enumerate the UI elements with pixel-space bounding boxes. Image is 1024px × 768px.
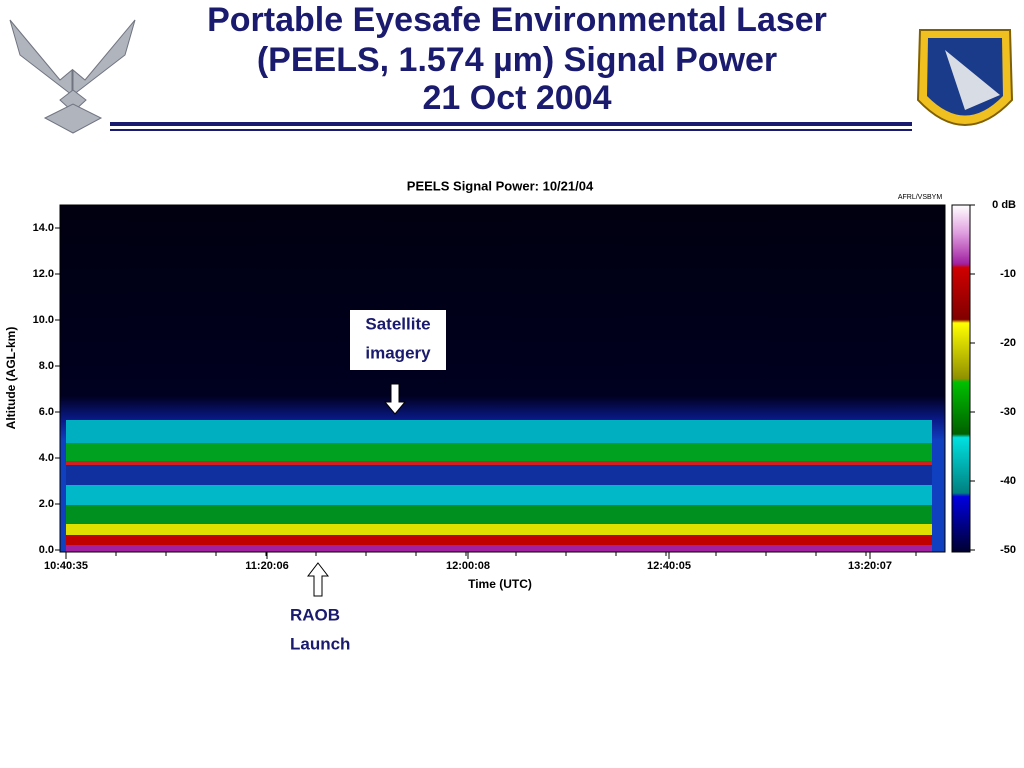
colorbar-tick-label: -40 [1000, 475, 1016, 487]
title-line: 21 Oct 2004 [422, 79, 611, 117]
rule [110, 122, 912, 126]
y-tick-label: 0.0 [39, 544, 54, 556]
colorbar-tick-label: -50 [1000, 544, 1016, 556]
arrow [306, 562, 330, 597]
rule [110, 129, 912, 131]
y-tick-label: 8.0 [39, 360, 54, 372]
title-line: (PEELS, 1.574 µm) Signal Power [257, 41, 777, 79]
title-line: Portable Eyesafe Environmental Laser [207, 1, 827, 39]
plot-frame [59, 204, 946, 553]
y-tick-label: 10.0 [33, 314, 54, 326]
x-tick-label: 13:20:07 [848, 560, 892, 572]
y-tick-label: 4.0 [39, 452, 54, 464]
annotation: RAOB [290, 605, 340, 624]
plot-title: PEELS Signal Power: 10/21/04 [407, 178, 594, 193]
y-tick-label: 14.0 [33, 222, 54, 234]
arrow [383, 383, 407, 415]
plot-credit: AFRL/VSBYM [898, 194, 943, 201]
y-tick-label: 6.0 [39, 406, 54, 418]
x-tick-label: 12:40:05 [647, 560, 691, 572]
heatmap [60, 205, 945, 552]
colorbar-tick-label: -10 [1000, 268, 1016, 280]
y-label: Altitude (AGL-km) [4, 327, 18, 430]
af-logo [9, 19, 136, 134]
afrl-logo [916, 29, 1014, 126]
colorbar-tick-label: 0 dB [992, 199, 1016, 211]
y-tick-label: 2.0 [39, 498, 54, 510]
x-tick-label: 10:40:35 [44, 560, 88, 572]
annotation-box [350, 310, 446, 370]
annotation: imagery [365, 343, 431, 362]
annotation: Satellite [365, 314, 430, 333]
x-tick-label: 12:00:08 [446, 560, 490, 572]
annotation: Launch [290, 634, 350, 653]
colorbar [951, 204, 971, 553]
colorbar-tick-label: -20 [1000, 337, 1016, 349]
x-label: Time (UTC) [468, 577, 532, 591]
x-tick-label: 11:20:06 [245, 560, 288, 572]
colorbar-tick-label: -30 [1000, 406, 1016, 418]
y-tick-label: 12.0 [33, 268, 54, 280]
